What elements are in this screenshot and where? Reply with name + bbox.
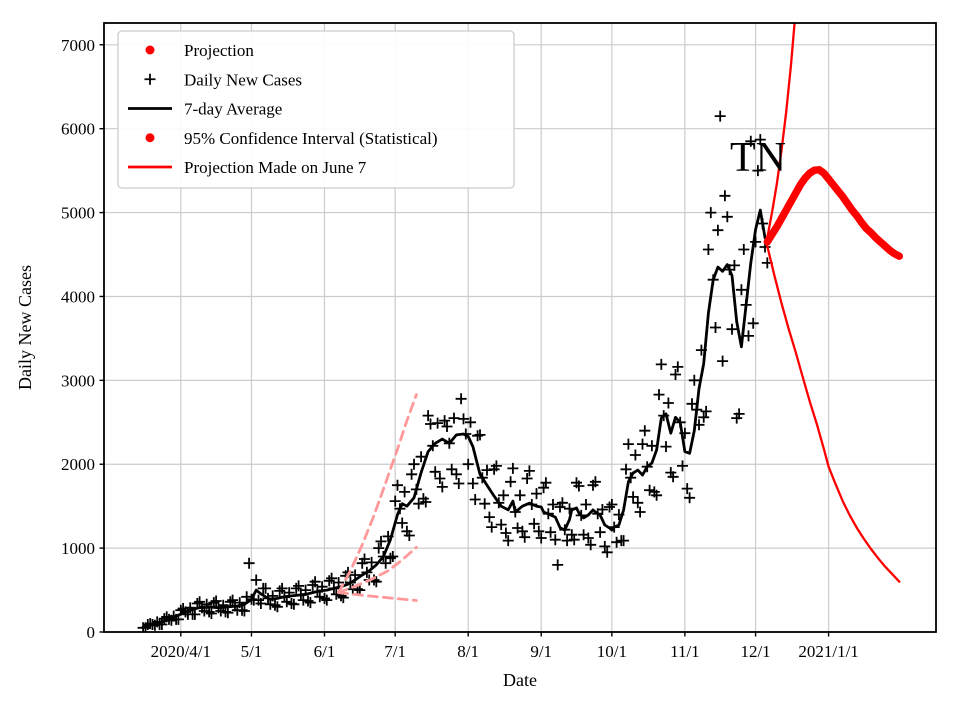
x-tick-label: 9/1 <box>530 642 552 661</box>
x-tick-label: 5/1 <box>241 642 263 661</box>
x-tick-label: 2021/1/1 <box>798 642 858 661</box>
legend-item-label: Projection Made on June 7 <box>184 158 367 177</box>
june7-projection-central-dashed <box>337 545 418 594</box>
y-tick-label: 0 <box>87 623 96 642</box>
y-tick-label: 5000 <box>61 204 95 223</box>
x-tick-label: 8/1 <box>457 642 479 661</box>
y-tick-label: 7000 <box>61 36 95 55</box>
x-tick-label: 2020/4/1 <box>151 642 211 661</box>
legend-plus-marker <box>144 73 156 85</box>
x-tick-label: 7/1 <box>384 642 406 661</box>
y-tick-label: 6000 <box>61 120 95 139</box>
x-tick-label: 10/1 <box>597 642 627 661</box>
legend-dot-marker <box>145 45 155 55</box>
y-tick-label: 3000 <box>61 371 95 390</box>
june7-projection-lower-dashed <box>337 591 418 602</box>
legend-dot-marker <box>145 133 155 143</box>
x-tick-label: 12/1 <box>740 642 770 661</box>
projection-dotted-curve <box>763 166 904 260</box>
tick-marks <box>99 44 830 637</box>
ci-lower-line <box>766 244 901 583</box>
plot-data-layer <box>137 23 904 632</box>
y-tick-label: 2000 <box>61 455 95 474</box>
legend-item-label: 7-day Average <box>184 100 282 119</box>
seven-day-average-line <box>141 208 769 629</box>
plot-border <box>103 22 937 633</box>
legend-item-label: Projection <box>184 41 254 60</box>
y-tick-labels: 0 1000 2000 3000 4000 5000 6000 7000 <box>61 36 95 642</box>
legend-box <box>117 30 515 189</box>
legend: Projection Daily New Cases 7-day Average 95… <box>117 30 515 189</box>
x-tick-label: 11/1 <box>670 642 700 661</box>
x-axis-title: Date <box>503 670 537 690</box>
state-annotation: TN <box>730 135 786 181</box>
x-tick-label: 6/1 <box>314 642 336 661</box>
ci-upper-line <box>766 23 796 239</box>
x-tick-labels: 2020/4/1 5/1 6/1 7/1 8/1 9/1 10/1 11/1 12/1 2021/… <box>151 642 859 661</box>
y-axis-title: Daily New Cases <box>15 265 35 390</box>
y-tick-label: 4000 <box>61 287 95 306</box>
legend-item-label: Daily New Cases <box>184 70 302 89</box>
legend-item-label: 95% Confidence Interval (Statistical) <box>184 129 438 148</box>
june7-projection-upper-dashed <box>337 393 418 594</box>
y-tick-label: 1000 <box>61 539 95 558</box>
